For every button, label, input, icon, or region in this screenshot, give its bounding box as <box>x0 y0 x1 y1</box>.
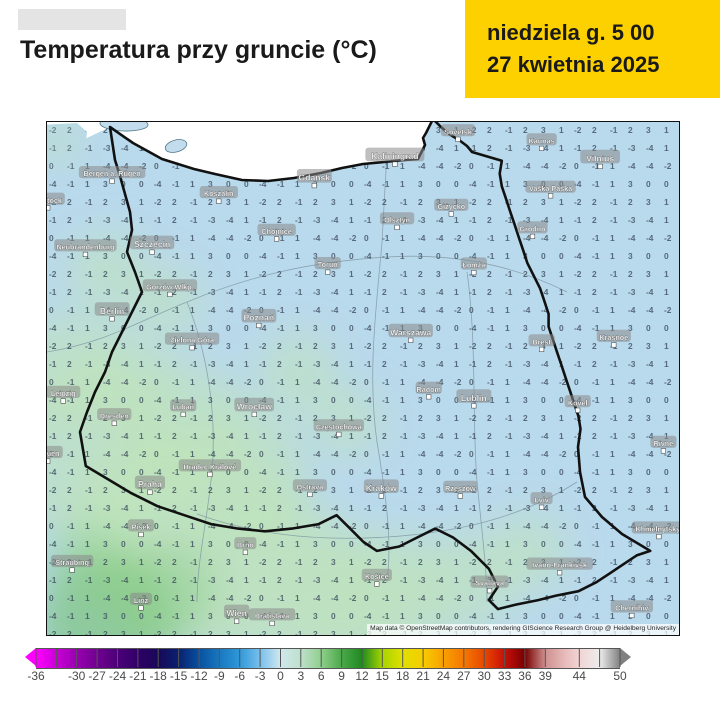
svg-text:Neubrandenburg: Neubrandenburg <box>56 242 114 251</box>
svg-text:Rostock: Rostock <box>47 196 62 205</box>
svg-text:Krasnoe: Krasnoe <box>599 333 628 342</box>
svg-text:Rivne: Rivne <box>654 439 674 448</box>
svg-text:Olsztyn: Olsztyn <box>384 215 410 224</box>
svg-text:Svaliava: Svaliava <box>475 579 505 588</box>
svg-text:Grodno: Grodno <box>520 224 547 233</box>
svg-text:Lviv: Lviv <box>534 495 548 504</box>
svg-text:Kovel: Kovel <box>568 398 588 407</box>
svg-text:Brest: Brest <box>532 337 551 346</box>
svg-text:Bratislava: Bratislava <box>255 611 290 620</box>
svg-text:Khmelnytskyi: Khmelnytskyi <box>636 525 679 534</box>
svg-text:Lublin: Lublin <box>461 393 487 403</box>
svg-text:Berlin: Berlin <box>100 306 124 316</box>
svg-text:Košice: Košice <box>365 572 389 581</box>
svg-text:Sovetsk: Sovetsk <box>444 127 472 136</box>
svg-text:Lubań: Lubań <box>172 402 194 411</box>
svg-text:Vilnius: Vilnius <box>586 153 614 163</box>
svg-text:Kraków: Kraków <box>366 483 397 493</box>
svg-text:Ivano-Frankivsk: Ivano-Frankivsk <box>532 561 587 570</box>
svg-text:Toruń: Toruń <box>318 260 338 269</box>
svg-text:Szczecin: Szczecin <box>134 239 170 249</box>
svg-text:Leipzig: Leipzig <box>51 389 76 398</box>
svg-text:Brno: Brno <box>237 540 254 549</box>
svg-text:Hradec Králové: Hradec Králové <box>184 462 237 471</box>
svg-text:Praha: Praha <box>138 479 162 489</box>
svg-text:Częstochowa: Częstochowa <box>316 422 363 431</box>
svg-text:Straubing: Straubing <box>55 558 89 567</box>
svg-text:Kaunas: Kaunas <box>529 136 555 145</box>
svg-text:Poznań: Poznań <box>244 313 275 323</box>
svg-text:Chojnice: Chojnice <box>261 227 291 236</box>
svg-text:Pisek: Pisek <box>132 523 151 532</box>
svg-text:Plauen: Plauen <box>47 449 59 458</box>
svg-text:Zielona Góra: Zielona Góra <box>170 336 215 345</box>
svg-text:Giżycko: Giżycko <box>438 202 466 211</box>
svg-text:Ostrava: Ostrava <box>297 482 325 491</box>
svg-text:Wien: Wien <box>226 608 246 618</box>
svg-text:Chernihiv: Chernihiv <box>615 604 648 613</box>
svg-text:Gdańsk: Gdańsk <box>299 173 331 183</box>
svg-text:Linz: Linz <box>134 596 149 605</box>
svg-text:Koszalin: Koszalin <box>204 189 234 198</box>
svg-text:Łomża: Łomża <box>462 261 486 270</box>
svg-text:Vaška Paška: Vaška Paška <box>529 184 573 193</box>
svg-text:Dresden: Dresden <box>100 411 129 420</box>
svg-text:Wrocław: Wrocław <box>237 401 272 411</box>
svg-text:Warszawa: Warszawa <box>390 327 431 337</box>
svg-text:Rzeszów: Rzeszów <box>445 484 476 493</box>
svg-text:Gorzów Wlkp.: Gorzów Wlkp. <box>146 282 194 291</box>
svg-text:Bergen a. Rügen: Bergen a. Rügen <box>84 169 141 178</box>
svg-text:Radom: Radom <box>417 385 441 394</box>
svg-text:Kaliningrad: Kaliningrad <box>371 151 418 161</box>
